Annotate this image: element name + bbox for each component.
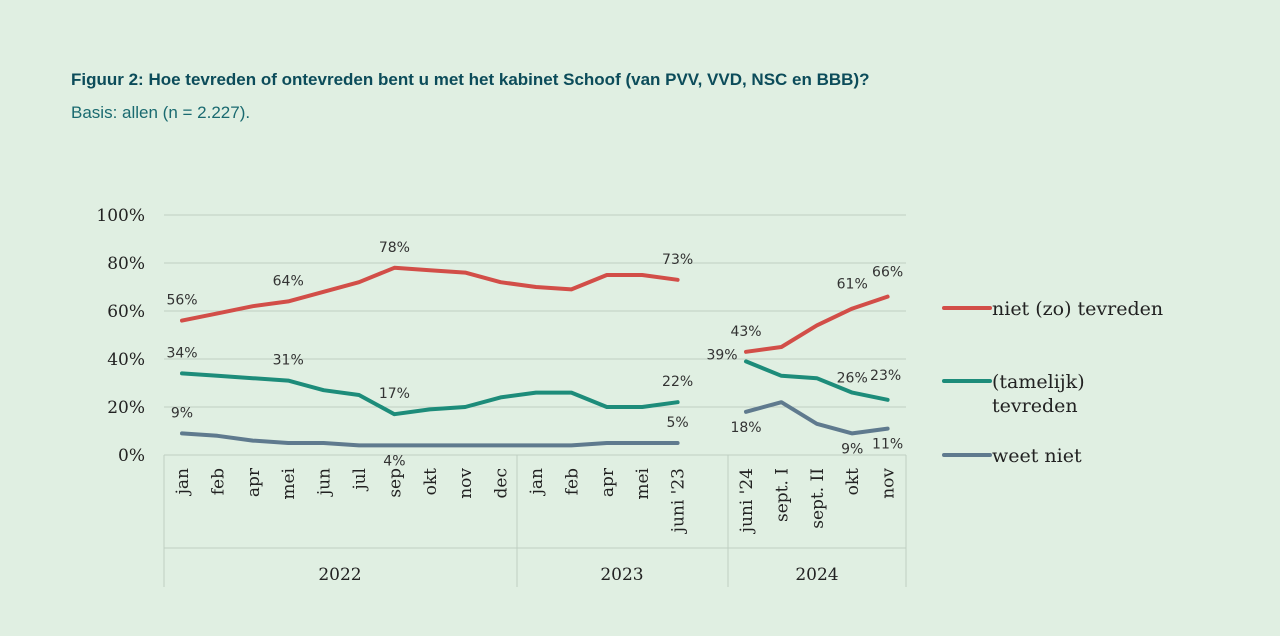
year-label: 2023 <box>600 565 643 585</box>
data-label: 11% <box>872 437 903 453</box>
series-line-1 <box>744 359 890 402</box>
data-label: 9% <box>171 405 193 421</box>
figure-title: Figuur 2: Hoe tevreden of ontevreden ben… <box>71 70 870 89</box>
x-tick-label: okt <box>421 468 441 496</box>
y-tick-label: 40% <box>107 350 145 370</box>
series-line-1 <box>180 371 680 417</box>
x-tick-label: jan <box>527 468 547 496</box>
data-label: 9% <box>841 441 863 457</box>
legend-label: niet (zo) tevreden <box>992 298 1163 320</box>
x-tick-label: dec <box>492 468 512 498</box>
x-tick-label: jun <box>315 468 335 497</box>
year-label: 2022 <box>318 565 361 585</box>
x-tick-label: jul <box>350 468 370 492</box>
y-tick-label: 100% <box>96 206 145 226</box>
x-tick-label: sept. II <box>808 468 828 529</box>
data-label: 17% <box>379 386 410 402</box>
x-tick-label: jan <box>173 468 193 496</box>
y-tick-label: 0% <box>118 446 145 466</box>
x-tick-label: apr <box>244 467 264 497</box>
data-label: 78% <box>379 240 410 256</box>
x-tick-label: nov <box>879 468 899 499</box>
x-tick-label: nov <box>456 468 476 499</box>
data-label: 56% <box>166 293 197 309</box>
x-tick-label: juni '23 <box>669 468 689 534</box>
data-label: 34% <box>166 345 197 361</box>
data-label: 5% <box>666 415 688 431</box>
series-line-0 <box>180 265 680 323</box>
legend-label: (tamelijk) tevreden <box>992 371 1085 417</box>
data-label: 61% <box>837 277 868 293</box>
x-tick-label: sep <box>385 468 405 498</box>
x-tick-label: feb <box>208 468 228 495</box>
data-label: 43% <box>730 324 761 340</box>
data-label: 64% <box>273 273 304 289</box>
series-line-2 <box>180 431 680 448</box>
data-label: 26% <box>837 371 868 387</box>
y-tick-label: 80% <box>107 254 145 274</box>
series-line-0 <box>744 294 890 354</box>
x-tick-label: juni '24 <box>737 468 757 534</box>
x-tick-label: feb <box>562 468 582 495</box>
x-tick-label: mei <box>279 467 299 499</box>
x-tick-label: okt <box>843 468 863 496</box>
data-label: 31% <box>273 353 304 369</box>
data-label: 66% <box>872 265 903 281</box>
data-label: 18% <box>730 420 761 436</box>
y-tick-label: 60% <box>107 302 145 322</box>
figure-subtitle: Basis: allen (n = 2.227). <box>71 103 251 122</box>
data-label: 22% <box>662 374 693 390</box>
data-label: 73% <box>662 252 693 268</box>
y-tick-label: 20% <box>107 398 145 418</box>
legend-label: weet niet <box>992 445 1082 467</box>
data-label: 23% <box>870 368 901 384</box>
x-tick-label: sept. I <box>772 468 792 522</box>
x-tick-label: apr <box>598 467 618 497</box>
data-label: 39% <box>706 347 737 363</box>
data-label: 4% <box>383 453 405 469</box>
series-line-2 <box>744 400 890 436</box>
x-tick-label: mei <box>633 467 653 499</box>
year-label: 2024 <box>795 565 838 585</box>
